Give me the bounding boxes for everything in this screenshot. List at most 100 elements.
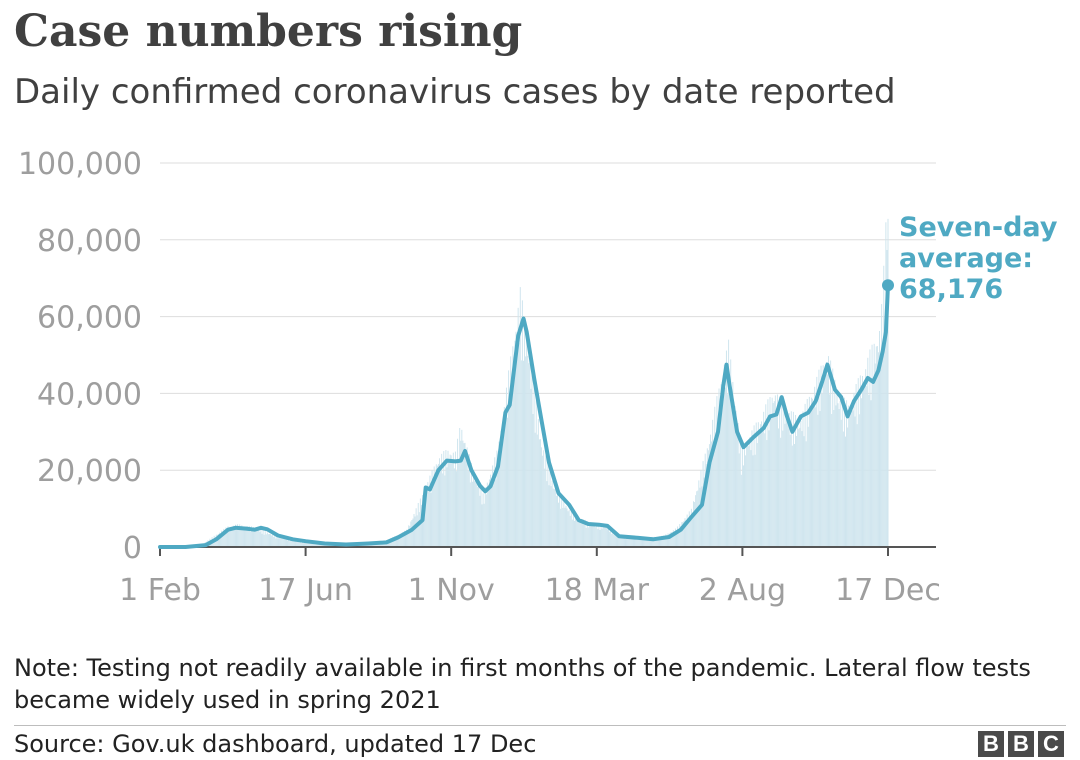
daily-case-bar [805,441,807,547]
chart-title: Case numbers rising [14,6,523,57]
daily-case-bar [229,526,231,547]
daily-case-bar [262,530,264,547]
daily-case-bar [584,519,586,547]
daily-case-bar [413,514,415,547]
daily-case-bar [518,342,520,547]
daily-case-bar [792,411,794,547]
daily-case-bar [579,518,581,547]
daily-case-bar [220,533,222,547]
daily-case-bar [817,414,819,547]
daily-case-bar [266,532,268,547]
daily-case-bar [859,375,861,547]
daily-case-bar [620,537,622,547]
daily-case-bar [685,520,687,547]
daily-case-bar [816,376,818,547]
daily-case-bar [853,392,855,547]
daily-case-bar [459,428,461,547]
daily-case-bar [735,410,737,547]
daily-case-bar [492,465,494,547]
daily-case-bar [568,510,570,547]
daily-case-bar [806,398,808,547]
daily-case-bar [391,539,393,547]
daily-case-bar [498,441,500,547]
daily-case-bar [260,529,262,547]
daily-case-bar [739,438,741,547]
daily-case-bar [803,436,805,547]
axes: 0 20,000 40,000 60,000 80,000 100,000 1 Feb 17 … [18,147,941,608]
daily-case-bar [884,318,886,547]
footer-divider [14,725,1066,726]
daily-case-bar [399,533,401,547]
daily-case-bar [324,544,326,547]
daily-case-bar [607,527,609,547]
daily-case-bar [643,538,645,547]
daily-case-bar [280,537,282,547]
daily-case-bar [610,528,612,547]
daily-case-bar [713,441,715,547]
daily-case-bar [470,462,472,547]
daily-case-bar [258,529,260,547]
daily-case-bar [736,430,738,547]
daily-case-bar [622,538,624,547]
bbc-logo-block: B [1008,731,1034,757]
daily-case-bar [852,410,854,547]
daily-case-bar [646,538,648,547]
daily-case-bar [522,360,524,547]
daily-case-bar [307,542,309,547]
daily-case-bar [774,395,776,547]
daily-case-bar [818,369,820,547]
daily-case-bar [738,453,740,547]
daily-case-bar [549,471,551,547]
daily-case-bar [416,515,418,547]
daily-case-bar [500,430,502,547]
daily-case-bar [562,507,564,547]
daily-case-bar [835,405,837,547]
daily-case-bar [461,429,463,547]
daily-case-bar [236,529,238,547]
daily-case-bar [728,339,730,547]
daily-case-bar [392,537,394,547]
daily-case-bar [763,411,765,547]
daily-case-bar [504,418,506,547]
daily-case-bar [727,394,729,547]
daily-case-bar [542,455,544,547]
daily-case-bar [412,518,414,547]
daily-case-bar [838,408,840,547]
daily-case-bar [583,524,585,547]
daily-case-bar [802,411,804,547]
daily-case-bar [254,529,256,547]
daily-case-bar [437,463,439,547]
daily-case-bar [661,535,663,547]
bbc-logo-block: B [978,731,1004,757]
daily-case-bar [729,396,731,547]
daily-case-bar [326,544,328,547]
daily-case-bar [290,539,292,547]
daily-case-bar [569,515,571,547]
y-tick-label: 0 [123,531,142,566]
daily-case-bar [842,431,844,547]
daily-case-bar [749,437,751,547]
daily-case-bar [444,475,446,547]
daily-case-bar [814,386,816,547]
daily-case-bar [720,384,722,547]
daily-case-bar [314,544,316,547]
daily-case-bar [499,448,501,547]
x-tick-label: 18 Mar [545,573,650,608]
daily-case-bar [745,455,747,547]
daily-case-bar [295,541,297,547]
y-tick-label: 100,000 [18,147,142,182]
daily-case-bar [711,441,713,547]
daily-case-bar [854,416,856,547]
daily-case-bar [858,414,860,547]
daily-case-bar [580,518,582,547]
daily-case-bar [462,440,464,547]
daily-case-bar [397,535,399,547]
daily-case-bar [285,538,287,547]
daily-case-bar [272,534,274,547]
daily-case-bar [328,544,330,547]
daily-case-bar [847,427,849,547]
daily-case-bar [772,403,774,547]
daily-case-bar [820,365,822,547]
latest-value-dot [882,279,894,292]
daily-case-bar [855,384,857,547]
